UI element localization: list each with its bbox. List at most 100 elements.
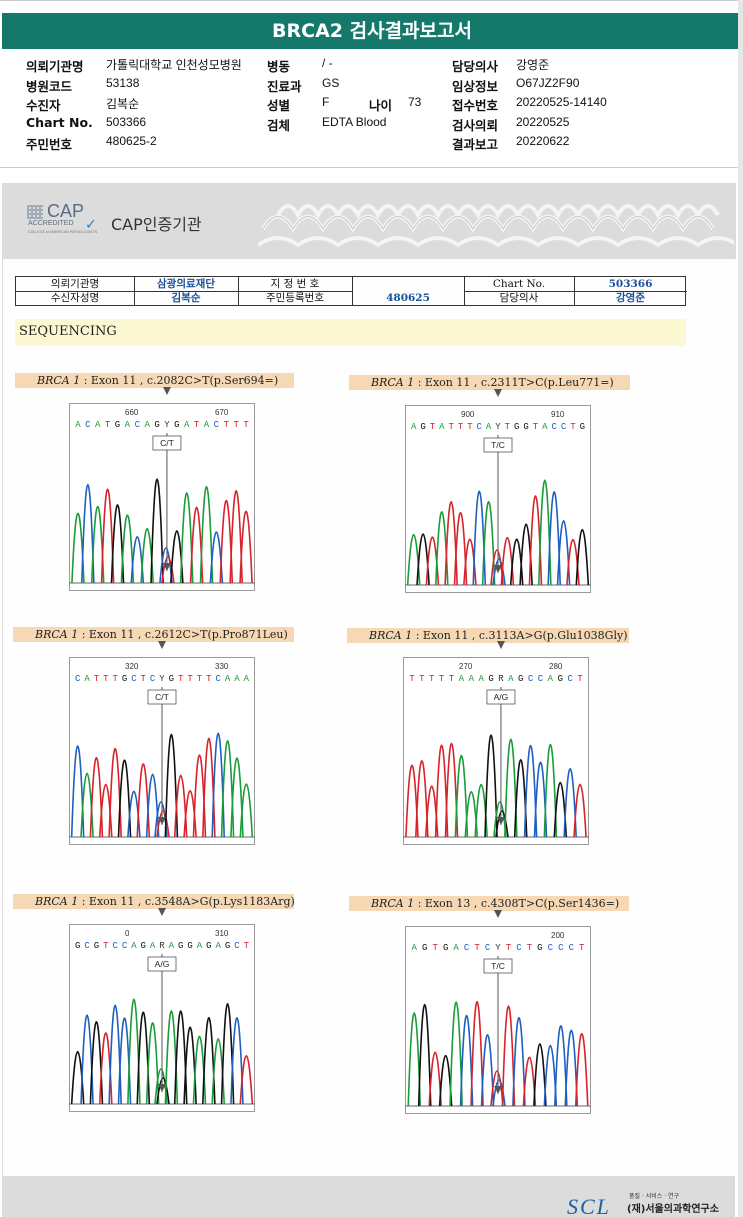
base-call: T bbox=[458, 422, 464, 432]
base-call: G bbox=[178, 941, 183, 951]
info-label: 주민번호 bbox=[26, 137, 73, 152]
base-call: C bbox=[150, 674, 156, 684]
table-value: 503366 bbox=[608, 278, 653, 290]
base-call: A bbox=[197, 941, 203, 951]
cloud-pattern-icon bbox=[258, 204, 734, 248]
report-header: BRCA2 검사결과보고서 bbox=[0, 0, 743, 49]
arrow-down-icon bbox=[494, 1086, 502, 1094]
top-arrow-icon bbox=[494, 389, 502, 397]
trace-peak bbox=[239, 510, 253, 584]
trace-peak bbox=[481, 500, 496, 586]
cap-college: COLLEGE of AMERICAN PATHOLOGISTS bbox=[28, 230, 98, 234]
base-call: T bbox=[94, 674, 100, 684]
mutation-label: BRCA 1 : Exon 11 , c.2612C>T(p.Pro871Leu… bbox=[13, 627, 294, 642]
base-call: A bbox=[169, 941, 175, 951]
base-call: T bbox=[449, 674, 455, 684]
base-call: G bbox=[141, 941, 146, 951]
info-label: 임상정보 bbox=[452, 79, 499, 94]
base-call: C bbox=[569, 943, 575, 953]
base-call: G bbox=[187, 941, 192, 951]
trace-peak bbox=[512, 1016, 526, 1107]
base-call: C bbox=[558, 943, 564, 953]
trace-peak bbox=[199, 486, 214, 584]
arrow-down-icon bbox=[158, 1084, 166, 1092]
base-call: T bbox=[429, 674, 435, 684]
base-call: C bbox=[84, 941, 90, 951]
base-call: C bbox=[567, 674, 573, 684]
trace-peak bbox=[453, 512, 468, 586]
info-label: 병동 bbox=[267, 59, 291, 74]
base-call: T bbox=[474, 943, 480, 953]
base-call: T bbox=[448, 422, 454, 432]
base-call: C bbox=[85, 420, 91, 430]
cap-grid-icon bbox=[27, 205, 43, 219]
scl-logo: SCL bbox=[567, 1194, 611, 1217]
info-value: O67JZ2F90 bbox=[516, 76, 580, 90]
het-peak-b bbox=[495, 810, 509, 838]
trace-peak bbox=[459, 1014, 474, 1107]
base-call: R bbox=[498, 674, 504, 684]
base-call: A bbox=[542, 422, 548, 432]
base-call: A bbox=[453, 943, 459, 953]
trace-peak bbox=[523, 744, 538, 838]
position-label: 670 bbox=[215, 408, 229, 417]
base-call: A bbox=[412, 943, 418, 953]
base-call: G bbox=[94, 941, 99, 951]
base-call: A bbox=[204, 420, 210, 430]
position-label: 900 bbox=[461, 410, 475, 419]
info-row: 병원코드 53138 진료과 GS 임상정보 O67JZ2F90 bbox=[0, 76, 743, 94]
table-label: 주민등록번호 bbox=[266, 292, 324, 304]
trace-peak bbox=[470, 1001, 484, 1107]
base-call: G bbox=[206, 941, 211, 951]
trace-peak bbox=[110, 504, 125, 584]
trace-peak bbox=[415, 760, 429, 838]
trace-peak bbox=[556, 520, 571, 586]
trace-peak bbox=[522, 1056, 537, 1107]
base-call: A bbox=[131, 941, 137, 951]
base-call: T bbox=[533, 422, 539, 432]
base-call: A bbox=[508, 674, 514, 684]
table-value: 480625 bbox=[386, 292, 430, 304]
het-peak-a bbox=[159, 547, 173, 584]
het-peak-a bbox=[490, 1070, 504, 1107]
variant-call: A/G bbox=[155, 959, 170, 969]
base-call: T bbox=[103, 674, 109, 684]
info-label: 결과보고 bbox=[452, 137, 499, 152]
base-call: T bbox=[112, 674, 118, 684]
base-call: T bbox=[467, 422, 473, 432]
base-call: T bbox=[432, 943, 438, 953]
base-call: C bbox=[216, 674, 222, 684]
base-call: G bbox=[225, 941, 230, 951]
trace-peak bbox=[230, 1017, 244, 1105]
base-call: T bbox=[141, 674, 147, 684]
info-label: 수진자 bbox=[26, 98, 61, 113]
base-call: A bbox=[439, 422, 445, 432]
cap-title: CAP인증기관 bbox=[111, 215, 202, 234]
base-call: T bbox=[577, 674, 583, 684]
trace-peak bbox=[543, 1045, 558, 1107]
base-call: T bbox=[243, 420, 249, 430]
base-call: C bbox=[548, 943, 554, 953]
base-call: A bbox=[478, 674, 484, 684]
base-call: Y bbox=[159, 674, 165, 684]
chromatogram: 660 670 A C A T G A C A G Y G A T A C T T T C/T bbox=[69, 387, 255, 591]
base-call: A bbox=[216, 941, 222, 951]
mutation-label: BRCA 1 : Exon 11 , c.2082C>T(p.Ser694=) bbox=[15, 373, 294, 388]
base-call: T bbox=[430, 422, 436, 432]
trace-peak bbox=[70, 745, 85, 838]
table-label: 의뢰기관명 bbox=[50, 278, 100, 290]
base-call: T bbox=[570, 422, 576, 432]
base-call: G bbox=[154, 420, 159, 430]
position-label: 660 bbox=[125, 408, 139, 417]
base-call: A bbox=[150, 941, 156, 951]
base-call: G bbox=[514, 422, 519, 432]
het-peak-b bbox=[156, 810, 170, 838]
base-call: T bbox=[579, 943, 585, 953]
info-label: 성별 bbox=[267, 98, 291, 113]
position-label: 200 bbox=[551, 931, 565, 940]
page-edge bbox=[738, 0, 743, 1217]
base-call: A bbox=[486, 422, 492, 432]
base-call: A bbox=[184, 420, 190, 430]
